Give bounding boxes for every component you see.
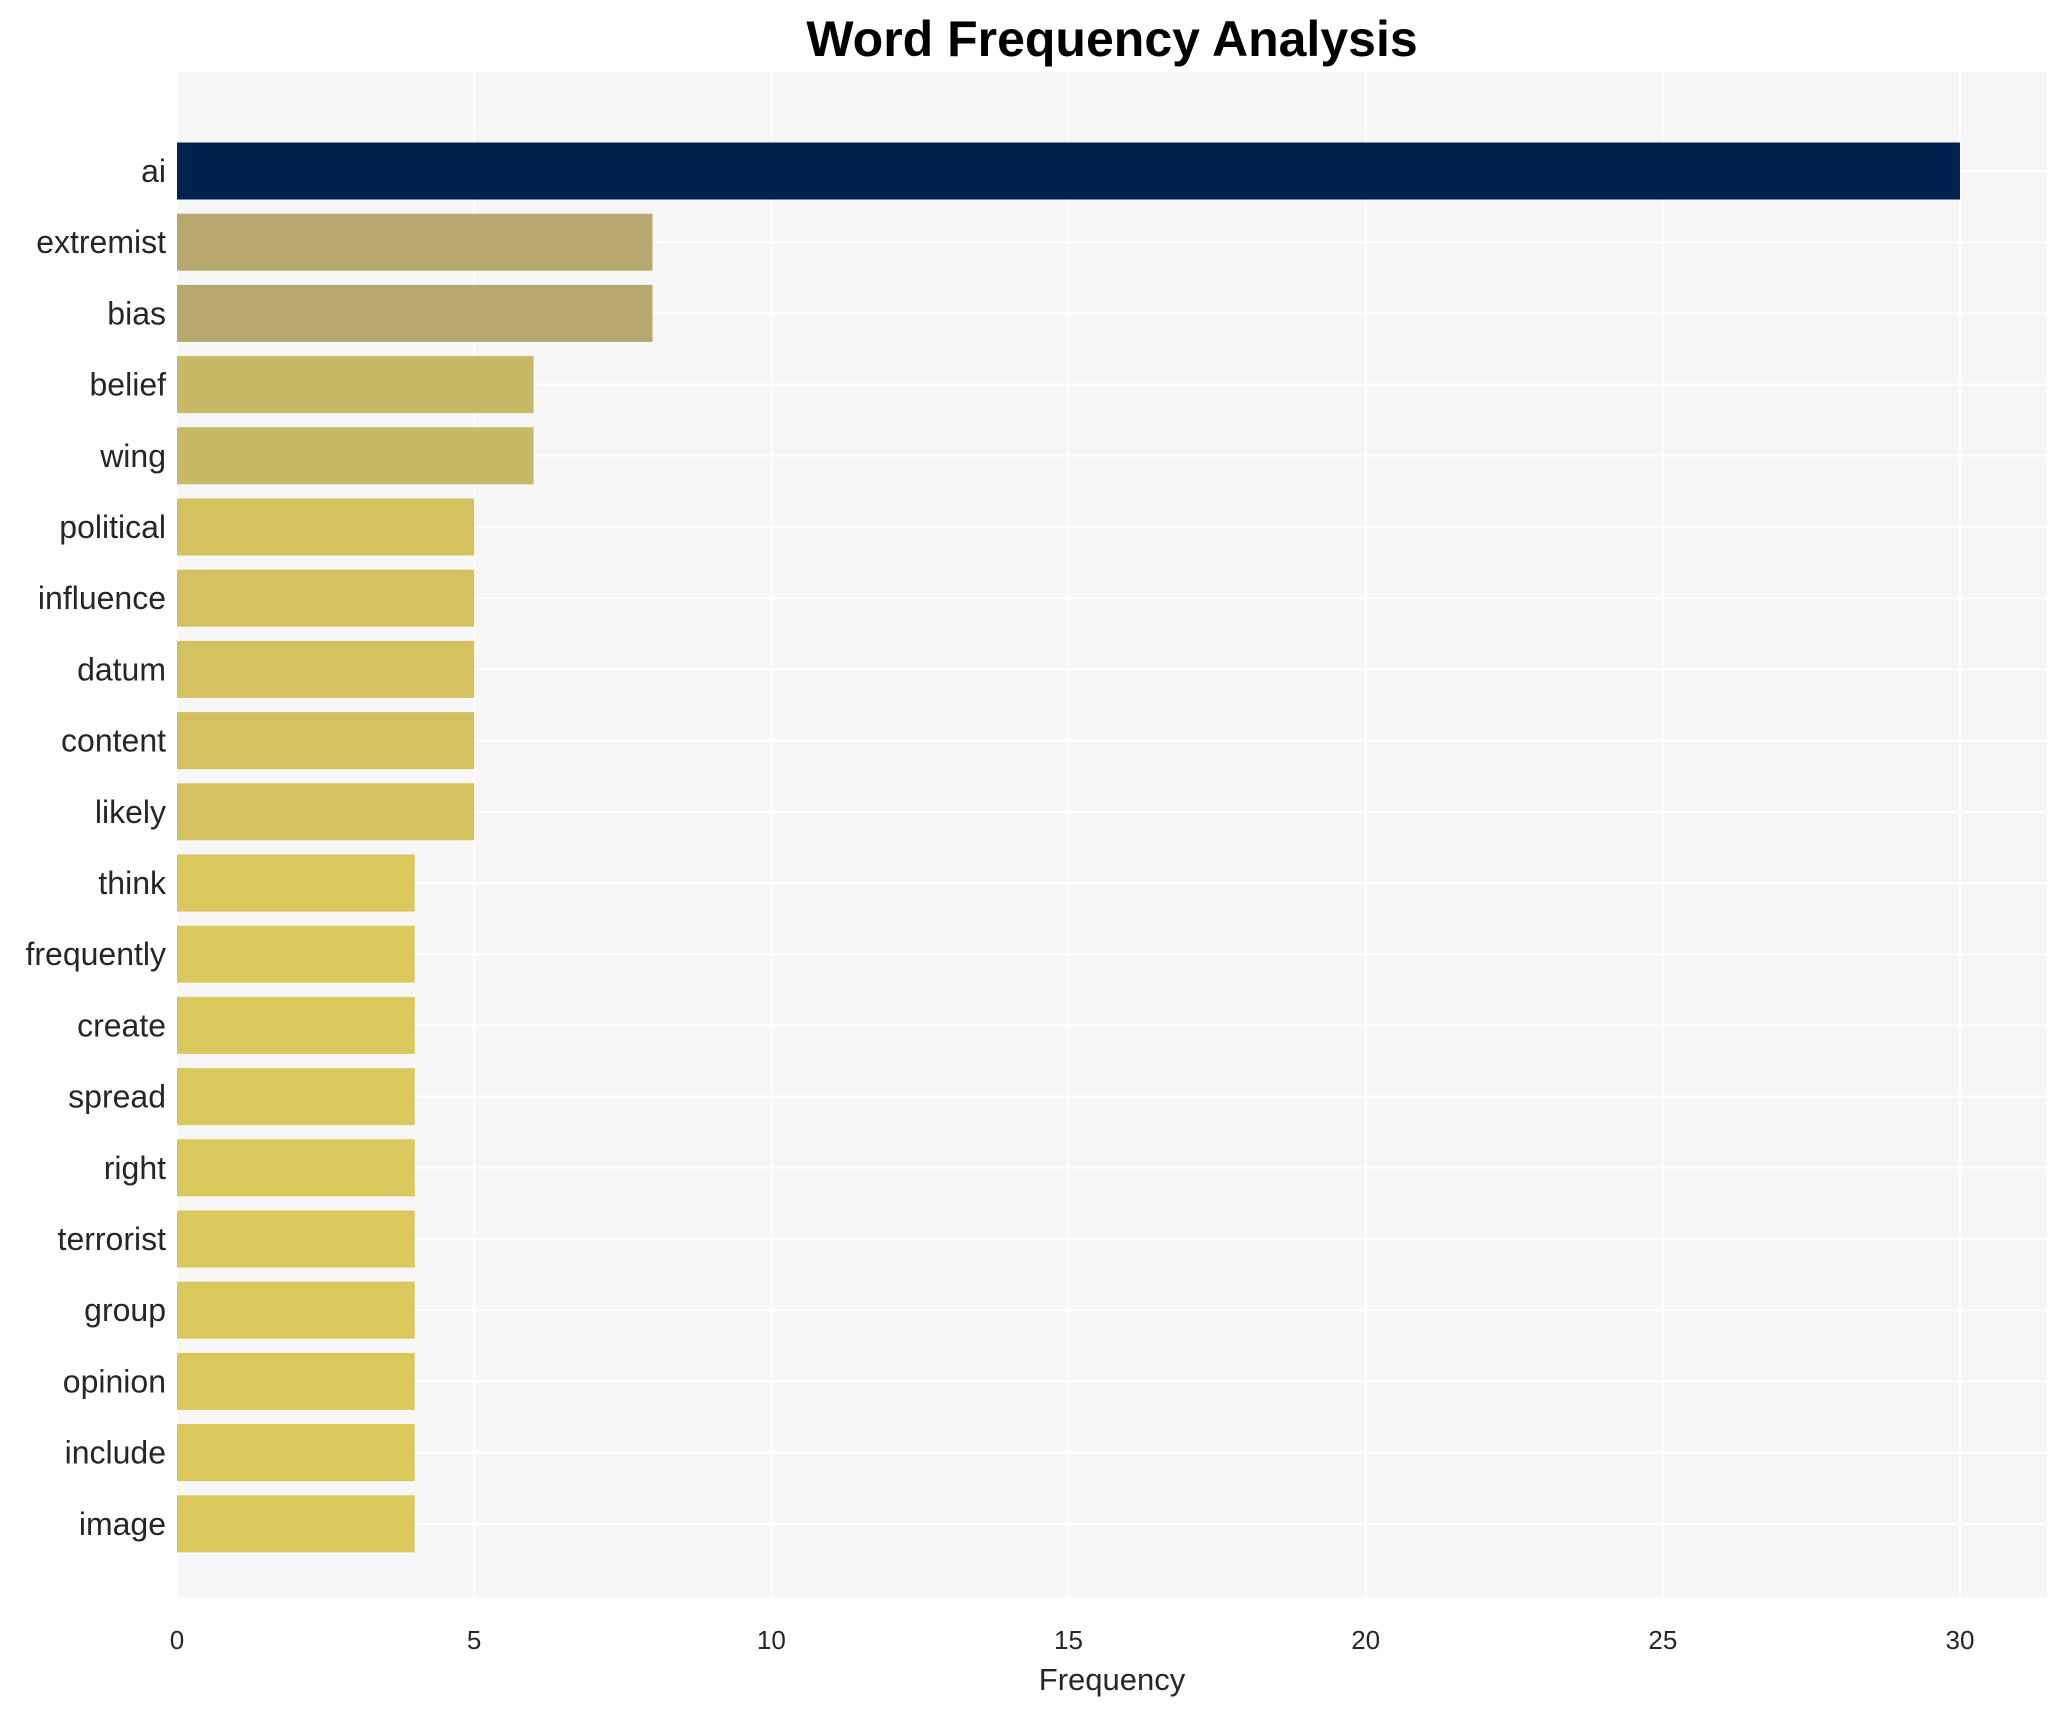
category-label-political: political	[59, 509, 166, 545]
category-label-ai: ai	[141, 153, 166, 189]
category-label-bias: bias	[107, 295, 166, 331]
bar-group	[177, 1281, 415, 1339]
category-label-content: content	[61, 723, 166, 759]
bar-frequently	[177, 925, 415, 983]
category-label-extremist: extremist	[36, 224, 166, 260]
bar-opinion	[177, 1352, 415, 1410]
x-tick-label: 5	[467, 1625, 481, 1655]
x-tick-label: 10	[757, 1625, 786, 1655]
category-label-wing: wing	[99, 438, 166, 474]
category-label-frequently: frequently	[25, 936, 166, 972]
category-label-spread: spread	[68, 1079, 166, 1115]
bar-ai	[177, 142, 1960, 200]
category-labels: ai extremist bias belief wing political influe…	[25, 153, 167, 1542]
bar-terrorist	[177, 1210, 415, 1268]
bar-image	[177, 1495, 415, 1553]
bar-extremist	[177, 213, 653, 271]
x-tick-label: 30	[1946, 1625, 1975, 1655]
bar-spread	[177, 1068, 415, 1126]
bar-datum	[177, 640, 475, 698]
category-label-include: include	[65, 1435, 166, 1471]
category-label-group: group	[84, 1292, 166, 1328]
category-label-create: create	[77, 1007, 166, 1043]
bar-likely	[177, 783, 475, 841]
bars	[177, 142, 1960, 1553]
x-tick-label: 25	[1648, 1625, 1677, 1655]
category-label-belief: belief	[90, 367, 167, 403]
category-label-image: image	[79, 1506, 166, 1542]
category-label-think: think	[98, 865, 167, 901]
bar-influence	[177, 569, 475, 627]
x-axis-label: Frequency	[1039, 1662, 1186, 1697]
bar-right	[177, 1139, 415, 1197]
category-label-opinion: opinion	[63, 1363, 166, 1399]
category-label-right: right	[104, 1150, 166, 1186]
category-label-terrorist: terrorist	[58, 1221, 167, 1257]
x-tick-label: 20	[1351, 1625, 1380, 1655]
category-label-datum: datum	[77, 651, 166, 687]
category-label-influence: influence	[38, 580, 166, 616]
bar-think	[177, 854, 415, 912]
bar-belief	[177, 356, 534, 414]
bar-bias	[177, 284, 653, 342]
category-label-likely: likely	[95, 794, 166, 830]
x-tick-label: 0	[170, 1625, 184, 1655]
x-tick-label: 15	[1054, 1625, 1083, 1655]
bar-political	[177, 498, 475, 556]
bar-wing	[177, 427, 534, 485]
bar-content	[177, 712, 475, 770]
bar-include	[177, 1424, 415, 1482]
chart-title: Word Frequency Analysis	[806, 11, 1417, 67]
x-tick-labels: 0 5 10 15 20 25 30	[170, 1625, 1975, 1655]
bar-create	[177, 996, 415, 1054]
